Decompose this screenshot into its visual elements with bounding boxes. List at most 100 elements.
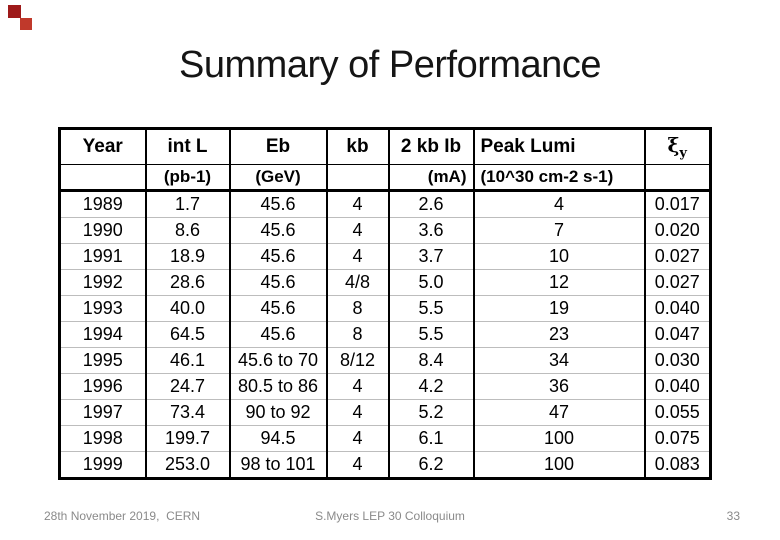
table-cell: 19 bbox=[473, 295, 646, 322]
table-cell: 45.6 bbox=[229, 190, 328, 218]
table-cell: 1991 bbox=[59, 243, 147, 270]
table-cell: 1993 bbox=[59, 295, 147, 322]
unit-kb bbox=[326, 164, 390, 192]
col-header-2kbib: 2 kb Ib bbox=[388, 128, 475, 165]
table-cell: 0.055 bbox=[644, 399, 711, 426]
table-cell: 7 bbox=[473, 217, 646, 244]
table-cell: 4 bbox=[326, 217, 390, 244]
xi-symbol: ξ bbox=[667, 133, 680, 158]
xi-subscript: y bbox=[679, 145, 687, 161]
table-row: 1989 1.7 45.6 4 2.6 4 0.017 bbox=[59, 190, 711, 218]
table-cell: 1994 bbox=[59, 321, 147, 348]
table-cell: 4 bbox=[473, 190, 646, 218]
unit-eb: (GeV) bbox=[229, 164, 328, 192]
footer-page-number: 33 bbox=[726, 509, 740, 523]
col-header-year: Year bbox=[59, 128, 147, 165]
performance-table: Year int L Eb kb 2 kb Ib Peak Lumi ξy (p… bbox=[58, 127, 712, 480]
table-row: 1998 199.7 94.5 4 6.1 100 0.075 bbox=[59, 425, 711, 452]
table-cell: 3.6 bbox=[388, 217, 475, 244]
table-cell: 1996 bbox=[59, 373, 147, 400]
table-cell: 45.6 bbox=[229, 295, 328, 322]
table-cell: 1989 bbox=[59, 190, 147, 218]
table-cell: 1997 bbox=[59, 399, 147, 426]
header-row-units: (pb-1) (GeV) (mA) (10^30 cm-2 s-1) bbox=[59, 164, 711, 192]
table-cell: 45.6 bbox=[229, 321, 328, 348]
table-cell: 6.1 bbox=[388, 425, 475, 452]
table-cell: 90 to 92 bbox=[229, 399, 328, 426]
table-cell: 1995 bbox=[59, 347, 147, 374]
slide-title: Summary of Performance bbox=[179, 44, 601, 86]
table-cell: 0.020 bbox=[644, 217, 711, 244]
table-cell: 46.1 bbox=[145, 347, 231, 374]
footer-presentation-title: S.Myers LEP 30 Colloquium bbox=[315, 509, 465, 523]
table-cell: 23 bbox=[473, 321, 646, 348]
table-cell: 4 bbox=[326, 399, 390, 426]
table-cell: 73.4 bbox=[145, 399, 231, 426]
table-cell: 5.2 bbox=[388, 399, 475, 426]
table-cell: 5.0 bbox=[388, 269, 475, 296]
table-cell: 12 bbox=[473, 269, 646, 296]
table-cell: 45.6 bbox=[229, 243, 328, 270]
table-cell: 3.7 bbox=[388, 243, 475, 270]
table-row: 1997 73.4 90 to 92 4 5.2 47 0.055 bbox=[59, 399, 711, 426]
table-cell: 36 bbox=[473, 373, 646, 400]
table-cell: 1992 bbox=[59, 269, 147, 296]
unit-peak-lumi: (10^30 cm-2 s-1) bbox=[473, 164, 646, 192]
col-header-int-l: int L bbox=[145, 128, 231, 165]
table-cell: 1998 bbox=[59, 425, 147, 452]
table-cell: 18.9 bbox=[145, 243, 231, 270]
table-cell: 98 to 101 bbox=[229, 451, 328, 479]
table-cell: 4 bbox=[326, 190, 390, 218]
table-cell: 10 bbox=[473, 243, 646, 270]
table-cell: 40.0 bbox=[145, 295, 231, 322]
table-cell: 0.030 bbox=[644, 347, 711, 374]
table-cell: 100 bbox=[473, 425, 646, 452]
header-row-labels: Year int L Eb kb 2 kb Ib Peak Lumi ξy bbox=[59, 128, 711, 165]
unit-year bbox=[59, 164, 147, 192]
table-row: 1994 64.5 45.6 8 5.5 23 0.047 bbox=[59, 321, 711, 348]
table-row: 1991 18.9 45.6 4 3.7 10 0.027 bbox=[59, 243, 711, 270]
col-header-peak-lumi: Peak Lumi bbox=[473, 128, 646, 165]
table-row: 1995 46.1 45.6 to 70 8/12 8.4 34 0.030 bbox=[59, 347, 711, 374]
table-cell: 80.5 to 86 bbox=[229, 373, 328, 400]
unit-xi-y bbox=[644, 164, 711, 192]
table-cell: 0.047 bbox=[644, 321, 711, 348]
table-cell: 8.4 bbox=[388, 347, 475, 374]
table-cell: 0.017 bbox=[644, 190, 711, 218]
table-cell: 0.083 bbox=[654, 454, 700, 474]
col-header-xi-y: ξy bbox=[644, 128, 711, 165]
table-cell: 45.6 bbox=[229, 217, 328, 244]
table-cell: 28.6 bbox=[145, 269, 231, 296]
table-cell: 24.7 bbox=[145, 373, 231, 400]
table-cell: 94.5 bbox=[229, 425, 328, 452]
table-row: 1993 40.0 45.6 8 5.5 19 0.040 bbox=[59, 295, 711, 322]
table-cell: 1999 bbox=[59, 451, 147, 479]
red-square-decoration-2 bbox=[20, 18, 32, 30]
table-row: 1992 28.6 45.6 4/8 5.0 12 0.027 bbox=[59, 269, 711, 296]
red-square-decoration-1 bbox=[8, 5, 21, 18]
table-cell: 4 bbox=[326, 373, 390, 400]
table-cell: 4 bbox=[326, 243, 390, 270]
table-cell: 4.2 bbox=[388, 373, 475, 400]
table-cell: 2.6 bbox=[388, 190, 475, 218]
unit-int-l: (pb-1) bbox=[145, 164, 231, 192]
table-cell: 5.5 bbox=[388, 295, 475, 322]
table-cell: 4/8 bbox=[326, 269, 390, 296]
table-cell: 8/12 bbox=[326, 347, 390, 374]
col-header-eb: Eb bbox=[229, 128, 328, 165]
table-cell: 100 bbox=[473, 451, 646, 479]
table-cell: 199.7 bbox=[145, 425, 231, 452]
table-row: 1999 253.0 98 to 101 4 6.2 100 0.083 bbox=[59, 451, 711, 479]
table-cell: 4 bbox=[326, 451, 390, 479]
table-body: 1989 1.7 45.6 4 2.6 4 0.017 1990 8.6 45.6 4 3.6 7 0.0… bbox=[59, 190, 711, 479]
table-cell: 8 bbox=[326, 321, 390, 348]
unit-2kbib: (mA) bbox=[388, 164, 475, 192]
table-row: 1996 24.7 80.5 to 86 4 4.2 36 0.040 bbox=[59, 373, 711, 400]
table-cell: 1.7 bbox=[145, 190, 231, 218]
table-cell: 0.040 bbox=[644, 295, 711, 322]
table-cell: 8 bbox=[326, 295, 390, 322]
table-cell: 253.0 bbox=[145, 451, 231, 479]
table-cell: 45.6 to 70 bbox=[229, 347, 328, 374]
table-cell: 5.5 bbox=[388, 321, 475, 348]
